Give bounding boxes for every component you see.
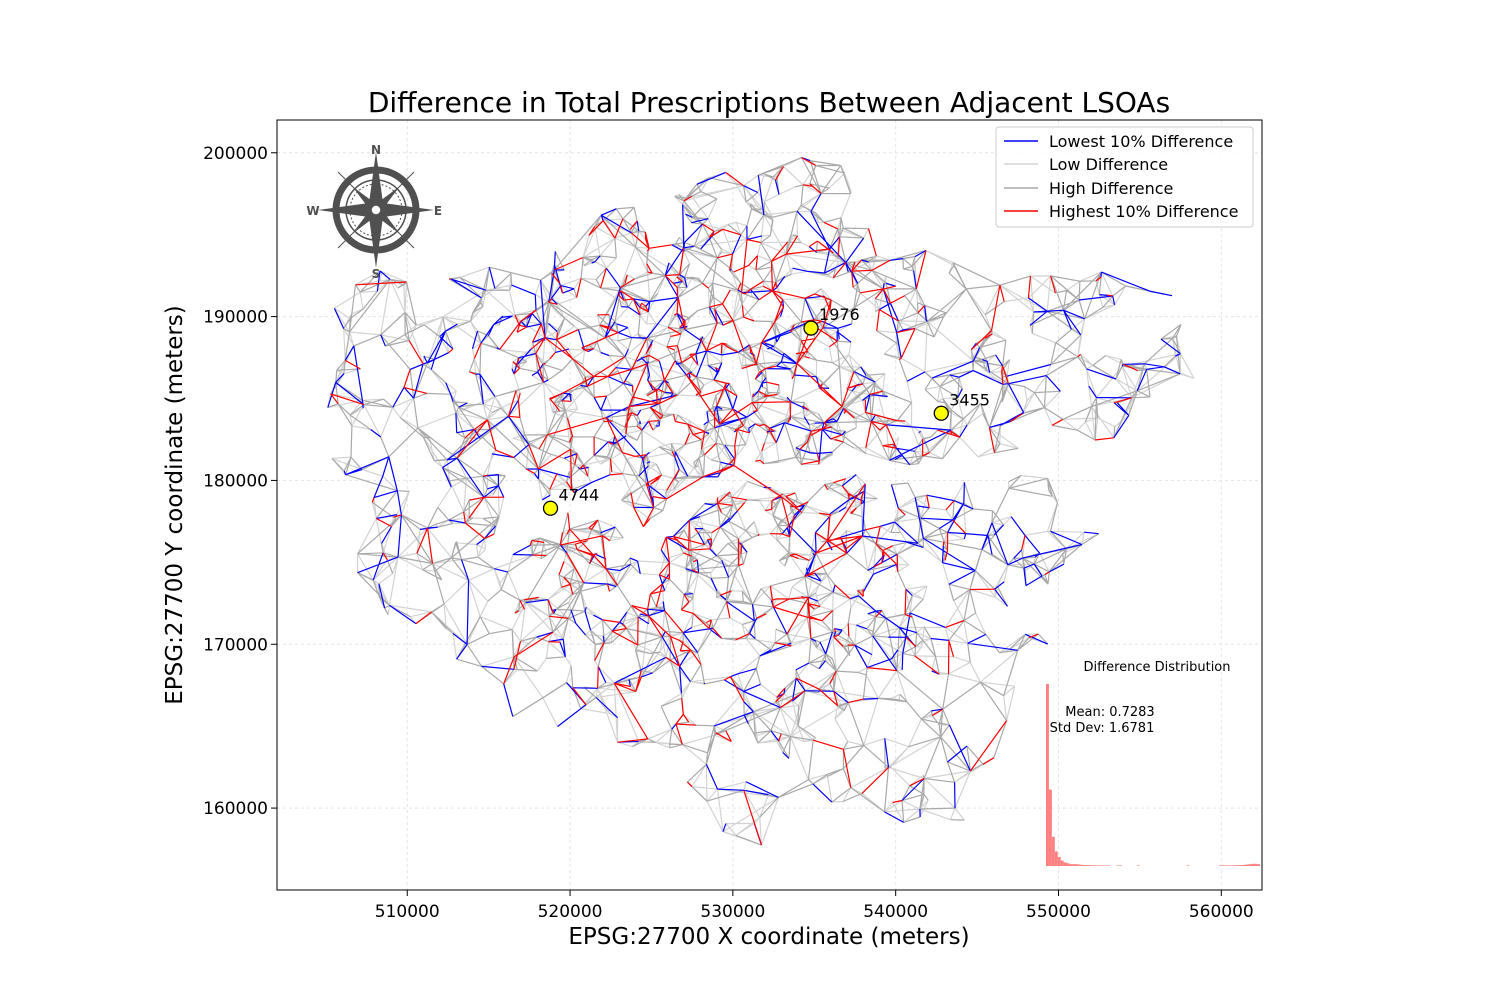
y-tick-label: 190000 (203, 308, 268, 328)
inset-histogram-bar (1248, 864, 1252, 866)
inset-histogram-bar (1236, 865, 1240, 866)
inset-histogram-bar (1060, 860, 1064, 866)
highlighted-point-label: 4744 (559, 485, 600, 504)
chart-title: Difference in Total Prescriptions Betwee… (368, 86, 1170, 119)
inset-histogram-bar (1107, 865, 1111, 866)
inset-histogram-bar (1057, 856, 1061, 866)
inset-histogram-bar (1245, 864, 1249, 866)
x-axis-ticks: 510000 520000 530000 540000 550000 560000 (375, 890, 1254, 922)
y-axis-label: EPSG:27700 Y coordinate (meters) (162, 305, 188, 705)
highlighted-point-label: 1976 (819, 305, 860, 324)
legend-label-low: Low Difference (1049, 155, 1168, 174)
inset-histogram-bar (1233, 865, 1237, 866)
x-axis-label: EPSG:27700 X coordinate (meters) (568, 924, 969, 950)
inset-std: Std Dev: 1.6781 (1050, 721, 1155, 736)
inset-histogram-bar (1098, 865, 1102, 866)
y-tick-label: 170000 (203, 635, 268, 655)
highlighted-point-label: 3455 (949, 390, 990, 409)
inset-histogram-bar (1101, 865, 1105, 866)
inset-histogram-bar (1254, 863, 1258, 866)
inset-histogram-bar (1075, 864, 1079, 866)
inset-histogram-bar (1072, 864, 1076, 866)
y-tick-label: 160000 (203, 799, 268, 819)
grid-lines (277, 120, 1262, 890)
x-tick-label: 540000 (863, 902, 928, 922)
inset-histogram-bar (1257, 864, 1260, 866)
x-tick-label: 530000 (700, 902, 765, 922)
inset-histogram-bar (1227, 865, 1231, 866)
legend-label-highest: Highest 10% Difference (1049, 202, 1238, 221)
y-tick-label: 200000 (203, 144, 268, 164)
inset-histogram-bar (1089, 865, 1093, 866)
legend-label-high: High Difference (1049, 179, 1173, 198)
x-tick-label: 560000 (1189, 902, 1254, 922)
inset-histogram-bar (1186, 865, 1190, 866)
inset-histogram-bar (1136, 865, 1140, 866)
inset-histogram-bar (1230, 865, 1234, 866)
inset-histogram-bar (1081, 864, 1085, 866)
inset-histogram-bar (1116, 865, 1120, 866)
inset-histogram-bar (1084, 865, 1088, 866)
x-tick-label: 520000 (538, 902, 603, 922)
inset-histogram-bar (1066, 863, 1070, 866)
highlighted-point-marker (803, 320, 819, 336)
inset-histogram-bar (1221, 865, 1225, 866)
inset-histogram-bar (1048, 789, 1052, 866)
difference-distribution-inset (1046, 684, 1260, 866)
highlighted-points: 1976 3455 4744 (542, 305, 990, 516)
y-tick-label: 180000 (203, 471, 268, 491)
legend: Lowest 10% Difference Low Difference Hig… (995, 126, 1254, 228)
inset-histogram-bar (1218, 865, 1222, 866)
plot-frame (276, 119, 1263, 891)
inset-histogram-bar (1251, 863, 1255, 866)
inset-histogram-bar (1119, 865, 1123, 866)
compass-south-label: S (372, 267, 381, 281)
compass-east-label: E (434, 204, 442, 218)
network-edges (327, 157, 1195, 846)
y-axis-ticks: 160000 170000 180000 190000 200000 (203, 144, 277, 819)
inset-histogram-bar (1104, 865, 1108, 866)
compass-north-label: N (371, 143, 381, 157)
highlighted-point-marker (542, 500, 559, 516)
x-tick-label: 510000 (375, 902, 440, 922)
compass-west-label: W (306, 204, 319, 218)
inset-histogram-bar (1051, 836, 1055, 866)
inset-histogram-bar (1239, 865, 1243, 866)
legend-label-lowest: Lowest 10% Difference (1049, 132, 1233, 151)
inset-histogram-bar (1054, 851, 1058, 866)
highest-10-percent-edges (330, 157, 1139, 846)
inset-histogram-bar (1063, 862, 1067, 866)
highlighted-point-marker (933, 405, 949, 421)
inset-histogram-bar (1224, 865, 1228, 866)
inset-histogram-bar (1242, 864, 1246, 866)
inset-histogram-bar (1087, 865, 1090, 866)
inset-mean: Mean: 0.7283 (1065, 705, 1154, 720)
inset-histogram-bar (1046, 684, 1049, 866)
compass-rose-icon: N S E W (306, 143, 442, 281)
x-tick-label: 550000 (1026, 902, 1091, 922)
inset-histogram-bar (1092, 865, 1096, 866)
inset-histogram-bar (1095, 865, 1099, 866)
inset-title: Difference Distribution (1084, 660, 1231, 675)
inset-histogram-bar (1078, 864, 1082, 866)
inset-histogram-bar (1069, 864, 1073, 866)
